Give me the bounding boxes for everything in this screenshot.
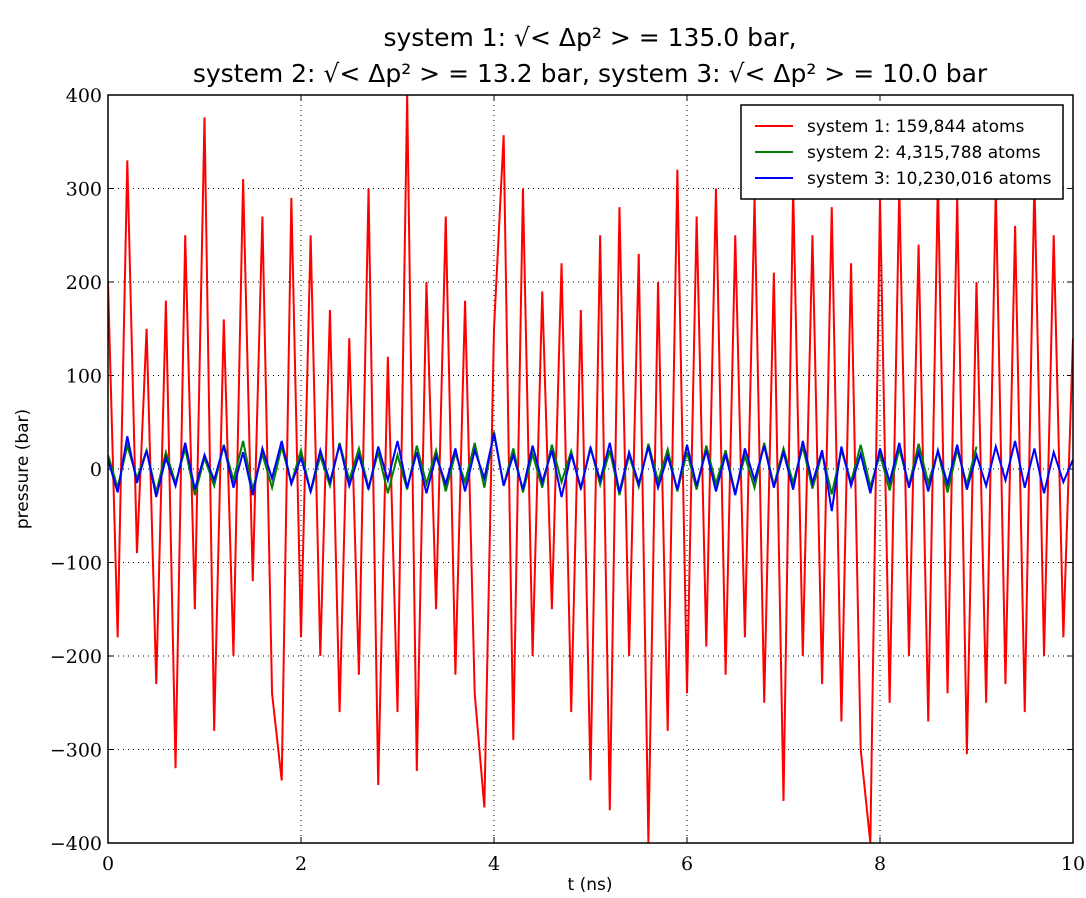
y-tick-label: 400 — [66, 85, 102, 107]
chart-title: system 1: √< Δp² > = 135.0 bar, — [383, 23, 796, 52]
x-tick-label: 10 — [1061, 853, 1085, 875]
x-tick-label: 4 — [488, 853, 500, 875]
x-tick-label: 2 — [295, 853, 307, 875]
legend-box — [740, 104, 1064, 200]
y-tick-label: −300 — [50, 740, 102, 762]
x-tick-label: 6 — [681, 853, 693, 875]
x-axis-label: t (ns) — [568, 875, 613, 895]
y-tick-label: 100 — [66, 366, 102, 388]
y-tick-label: −100 — [50, 553, 102, 575]
y-tick-label: −400 — [50, 833, 102, 855]
legend-label: system 1: 159,844 atoms — [807, 117, 1025, 137]
data-line — [108, 433, 1073, 512]
x-tick-label: 8 — [874, 853, 886, 875]
chart-title: system 2: √< Δp² > = 13.2 bar, system 3:… — [193, 59, 988, 88]
y-tick-label: 0 — [90, 459, 102, 481]
legend-label: system 3: 10,230,016 atoms — [807, 169, 1052, 189]
data-line — [108, 431, 978, 496]
y-tick-label: 200 — [66, 272, 102, 294]
y-tick-label: −200 — [50, 646, 102, 668]
y-tick-label: 300 — [66, 179, 102, 201]
plot-frame — [107, 94, 1074, 844]
y-axis-label: pressure (bar) — [13, 409, 33, 529]
legend-label: system 2: 4,315,788 atoms — [807, 143, 1041, 163]
data-line — [108, 95, 1073, 843]
x-tick-label: 0 — [102, 853, 114, 875]
